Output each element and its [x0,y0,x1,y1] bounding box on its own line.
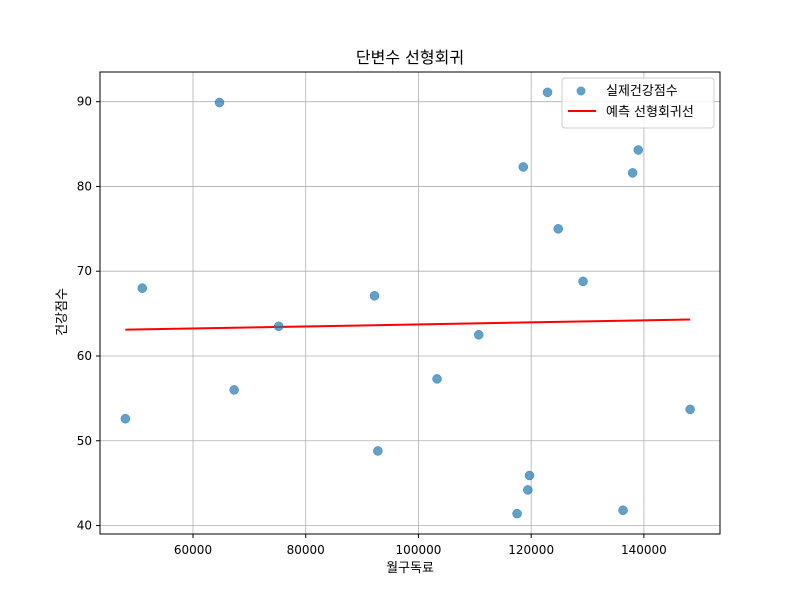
data-point [214,97,225,108]
legend-marker-actual [576,86,586,96]
data-point [369,291,380,301]
y-tick-label: 50 [77,434,92,448]
y-tick-label: 90 [77,95,92,109]
data-point [137,283,148,293]
data-point [373,446,383,456]
data-point [627,168,638,178]
data-point [474,330,484,340]
data-point [685,404,695,415]
chart-title: 단변수 선형회귀 [356,48,464,67]
data-point [524,470,535,481]
legend-label-regression: 예측 선형회귀선 [606,105,694,120]
regression-line-layer [125,318,691,331]
plot-area-frame [99,71,721,535]
y-tick-label: 70 [77,264,92,278]
x-tick-label: 60000 [174,543,212,557]
data-point [633,145,644,155]
y-tick-label: 60 [77,349,92,363]
axis-ticks: 60000 80000 100000 120000 140000 40 50 60 70 80 90 [77,95,667,557]
data-point [432,374,442,384]
x-axis-label: 월구독료 [386,561,434,576]
x-tick-label: 140000 [621,543,667,557]
data-point [120,413,131,424]
x-tick-label: 100000 [396,543,442,557]
x-tick-label: 120000 [508,543,554,557]
legend: 실제건강점수 예측 선형회귀선 [561,77,715,129]
regression-line [125,318,691,331]
data-point [578,276,588,287]
data-point [542,87,553,98]
scatter-points [120,87,695,519]
x-tick-label: 80000 [287,543,325,557]
data-point [273,321,284,332]
data-point [229,385,239,395]
legend-label-actual: 실제건강점수 [606,84,678,99]
y-axis-label: 건강점수 [55,288,70,336]
data-point [553,224,563,234]
y-tick-label: 80 [77,179,92,193]
legend-box [561,77,715,129]
data-point [518,162,529,172]
data-point [523,485,533,495]
y-tick-label: 40 [77,519,92,533]
data-point [618,505,628,516]
data-point [512,508,522,519]
